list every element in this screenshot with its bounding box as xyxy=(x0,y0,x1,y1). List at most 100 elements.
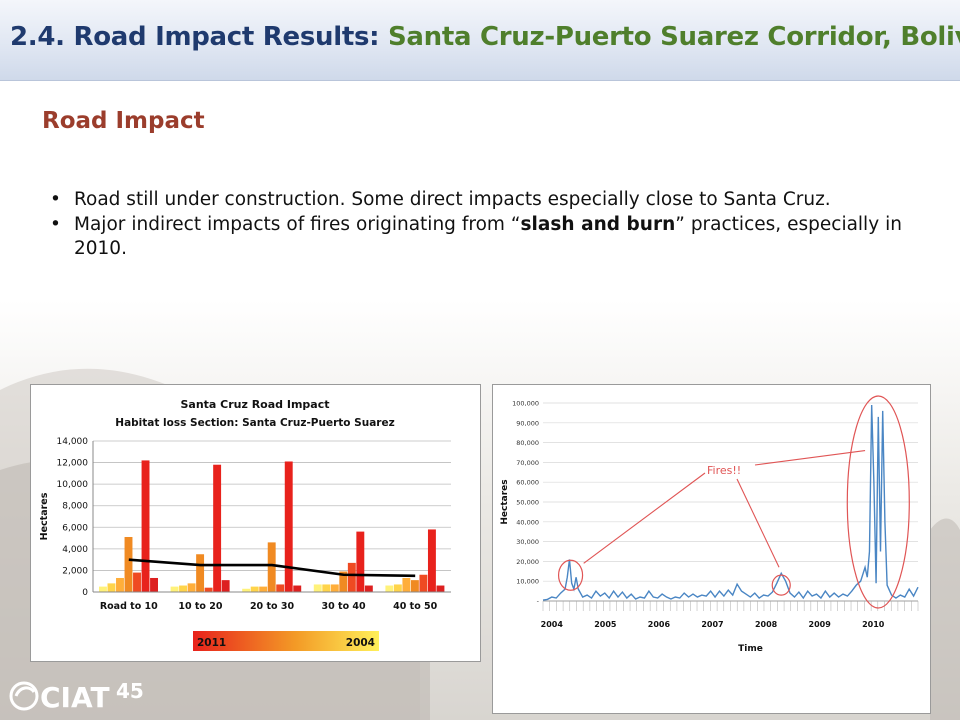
year-label: 2008 xyxy=(755,620,778,629)
y-tick-label: 2,000 xyxy=(62,566,88,576)
bar xyxy=(267,542,276,592)
y-tick-label: 60,000 xyxy=(516,479,539,487)
bar xyxy=(427,529,436,592)
bar xyxy=(436,585,445,592)
y-tick-label: 70,000 xyxy=(516,459,539,467)
year-label: 2007 xyxy=(701,620,723,629)
bar xyxy=(107,583,116,592)
year-label: 2004 xyxy=(541,620,564,629)
bullet-text: Major indirect impacts of fires originat… xyxy=(74,213,521,235)
bar xyxy=(150,577,158,592)
y-axis-label: Hectares xyxy=(39,492,50,540)
bullet-dot: • xyxy=(50,189,61,210)
chart-subtitle: Habitat loss Section: Santa Cruz-Puerto … xyxy=(115,417,394,429)
y-tick-label: 10,000 xyxy=(57,480,89,490)
bar xyxy=(124,536,133,592)
bar xyxy=(293,585,302,592)
road-impact-bar-chart-panel: Santa Cruz Road Impact Habitat loss Secti… xyxy=(30,384,481,662)
bar xyxy=(259,586,268,592)
y-tick-label: 6,000 xyxy=(62,523,88,533)
bar xyxy=(330,584,339,592)
year-legend-bar xyxy=(193,631,379,651)
x-tick-label: 30 to 40 xyxy=(322,601,367,612)
trend-line xyxy=(128,558,416,578)
fires-time-series-panel: - 10,000 20,000 30,000 40,000 50,000 60,000 70,… xyxy=(492,384,931,714)
y-tick-label: - xyxy=(537,598,540,606)
bar xyxy=(284,461,293,592)
series-line xyxy=(542,404,919,601)
y-tick-label: 100,000 xyxy=(512,400,539,408)
y-tick-label: 0 xyxy=(82,588,88,598)
y-tick-label: 30,000 xyxy=(516,538,539,546)
x-tick-label: 40 to 50 xyxy=(393,601,438,612)
title-bar xyxy=(0,0,960,81)
bar xyxy=(364,585,373,592)
year-label: 2006 xyxy=(648,620,671,629)
year-label: 2005 xyxy=(594,620,617,629)
bar xyxy=(250,586,259,592)
bar xyxy=(339,571,348,592)
bar xyxy=(385,585,394,592)
y-axis-label: Hectares xyxy=(500,479,510,524)
bar xyxy=(393,584,402,592)
year-label: 2010 xyxy=(862,620,885,629)
annotation-arrow xyxy=(754,449,866,466)
bar xyxy=(141,460,150,592)
y-tick-label: 12,000 xyxy=(57,459,89,469)
y-tick-label: 40,000 xyxy=(516,518,539,526)
bullet-item: • Road still under construction. Some dir… xyxy=(50,188,902,213)
y-tick-label: 20,000 xyxy=(516,558,539,566)
x-tick-label: Road to 10 xyxy=(100,601,158,612)
bar xyxy=(242,588,251,592)
bullet-list: • Road still under construction. Some dir… xyxy=(50,188,902,262)
year-label: 2009 xyxy=(809,620,832,629)
chart-title: Santa Cruz Road Impact xyxy=(180,398,329,411)
legend-end-label: 2004 xyxy=(346,637,375,649)
slide-title: 2.4. Road Impact Results: Santa Cruz-Pue… xyxy=(10,22,960,52)
legend-start-label: 2011 xyxy=(197,637,226,649)
bar xyxy=(116,577,124,592)
bar xyxy=(213,464,222,592)
bar xyxy=(276,584,285,592)
ciat-logo: CIAT 45 xyxy=(8,676,148,720)
bar xyxy=(402,577,411,592)
y-tick-label: 50,000 xyxy=(516,499,539,507)
annotation-arrow xyxy=(736,478,780,568)
section-subheading: Road Impact xyxy=(42,108,205,134)
bar xyxy=(313,584,322,592)
y-tick-label: 10,000 xyxy=(516,578,539,586)
y-tick-label: 8,000 xyxy=(62,502,88,512)
y-tick-label: 80,000 xyxy=(516,439,539,447)
bar xyxy=(99,586,107,592)
annotation-circle xyxy=(771,574,791,596)
slide-title-suffix: Santa Cruz-Puerto Suarez Corridor, Boliv… xyxy=(388,22,960,52)
bar xyxy=(170,586,179,592)
bar xyxy=(221,580,230,592)
bullet-dot: • xyxy=(50,213,61,235)
bar xyxy=(196,554,205,592)
annotation-arrow xyxy=(583,472,706,564)
ciat-logo-mark: CIAT 45 xyxy=(9,679,144,714)
bullet-text: ” practices, especially in 2010. xyxy=(74,213,902,260)
annotation-circle xyxy=(846,395,910,609)
bar xyxy=(322,584,331,592)
bar xyxy=(419,574,428,592)
annotation-text: Fires!! xyxy=(707,464,741,477)
bullet-text: Road still under construction. Some dire… xyxy=(74,189,831,210)
bar xyxy=(347,562,356,592)
x-tick-label: 10 to 20 xyxy=(178,601,223,612)
bar xyxy=(187,583,196,592)
bar xyxy=(410,580,419,592)
y-tick-label: 90,000 xyxy=(516,419,539,427)
x-tick-label: 20 to 30 xyxy=(250,601,295,612)
logo-number: 45 xyxy=(116,679,144,703)
bar xyxy=(133,572,141,592)
bullet-item: • Major indirect impacts of fires origina… xyxy=(50,213,902,262)
y-tick-label: 14,000 xyxy=(57,437,89,447)
y-tick-label: 4,000 xyxy=(62,545,88,555)
x-axis-label: Time xyxy=(738,644,763,654)
annotation-circle xyxy=(557,559,584,591)
bar xyxy=(356,531,365,592)
bar xyxy=(204,587,213,592)
bullet-emphasis: slash and burn xyxy=(520,213,676,235)
